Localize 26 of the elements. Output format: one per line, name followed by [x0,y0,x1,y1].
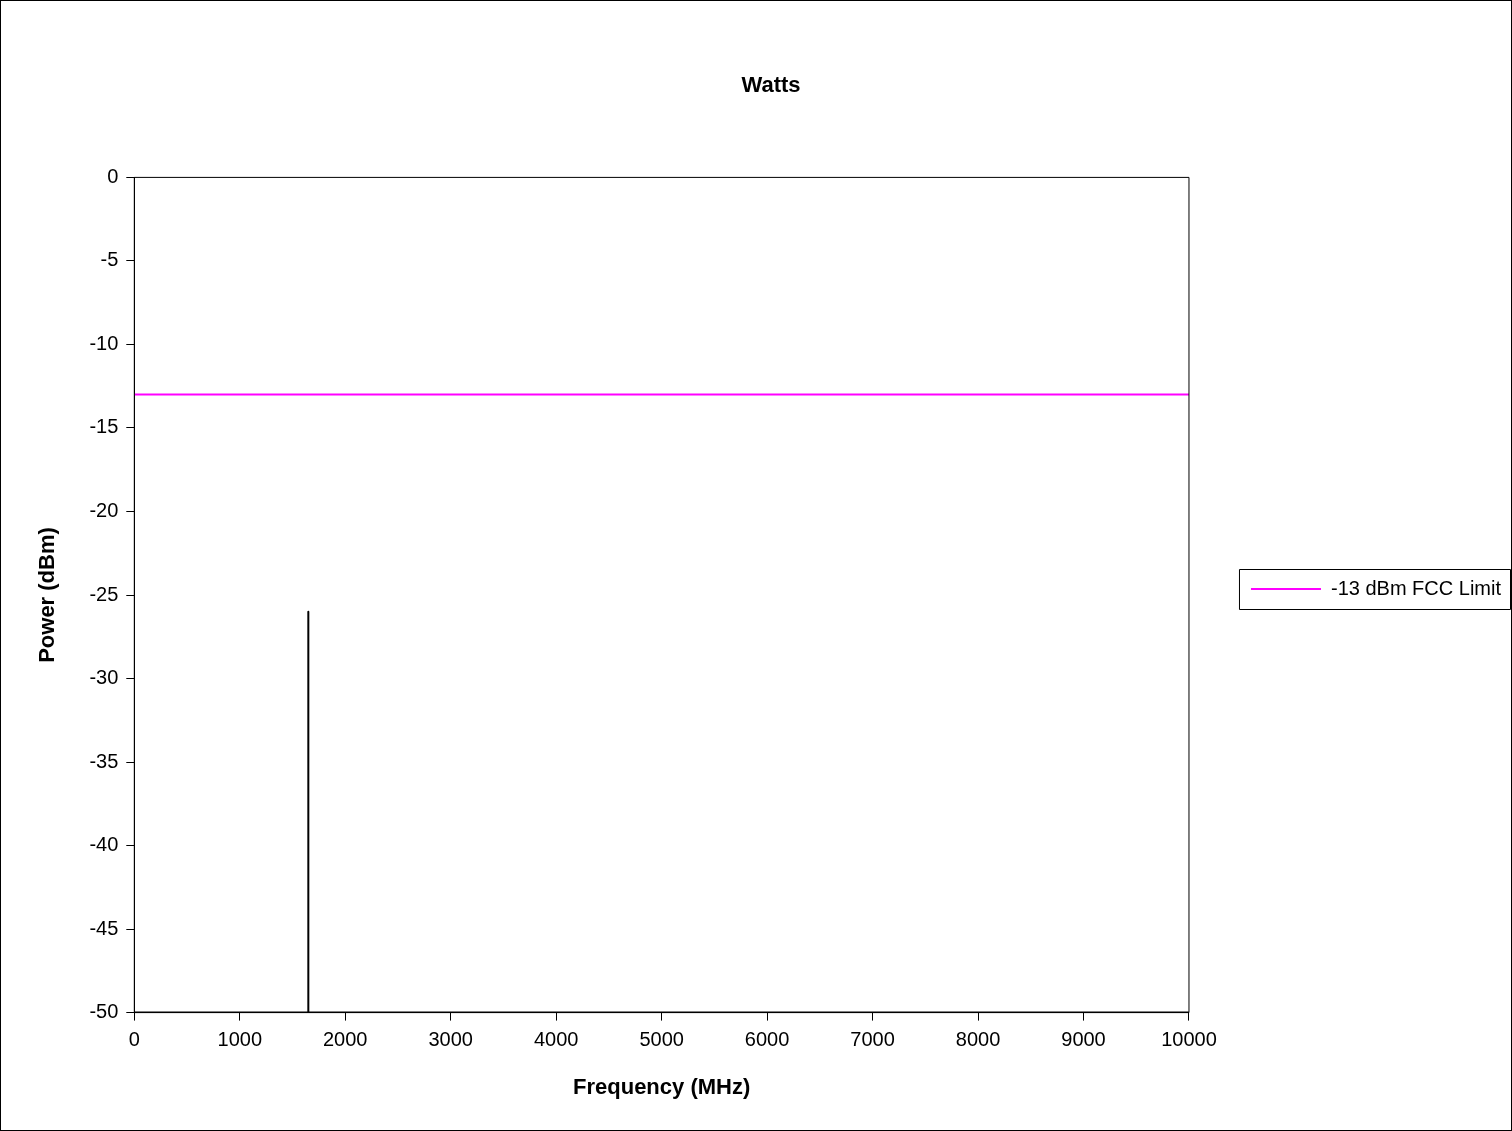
y-tick-label: 0 [107,164,119,187]
y-tick-label: -35 [89,749,119,772]
y-tick-label: -50 [89,1000,119,1023]
x-tick-label: 0 [128,1028,140,1051]
y-tick-label: -5 [100,248,119,271]
x-tick-label: 4000 [533,1028,579,1051]
x-tick-label: 10000 [1161,1028,1217,1051]
x-axis-title: Frequency (MHz) [573,1073,751,1099]
x-tick-label: 9000 [1061,1028,1106,1051]
y-axis-title: Power (dBm) [34,527,60,663]
chart-title: Watts [741,72,801,98]
x-tick-label: 1000 [217,1028,263,1051]
x-tick-label: 5000 [639,1028,684,1051]
y-tick-label: -30 [89,666,119,689]
legend-label: -13 dBm FCC Limit [1330,576,1502,599]
y-tick-label: -40 [89,833,119,856]
y-tick-label: -15 [89,415,119,438]
x-tick-label: 7000 [850,1028,895,1051]
y-tick-label: -25 [89,582,119,605]
x-tick-label: 6000 [744,1028,790,1051]
x-tick-label: 8000 [955,1028,1001,1051]
y-tick-label: -45 [89,916,119,939]
y-tick-label: -10 [89,331,119,354]
x-tick-label: 3000 [428,1028,473,1051]
y-tick-label: -20 [89,499,119,521]
x-tick-label: 2000 [322,1028,368,1051]
